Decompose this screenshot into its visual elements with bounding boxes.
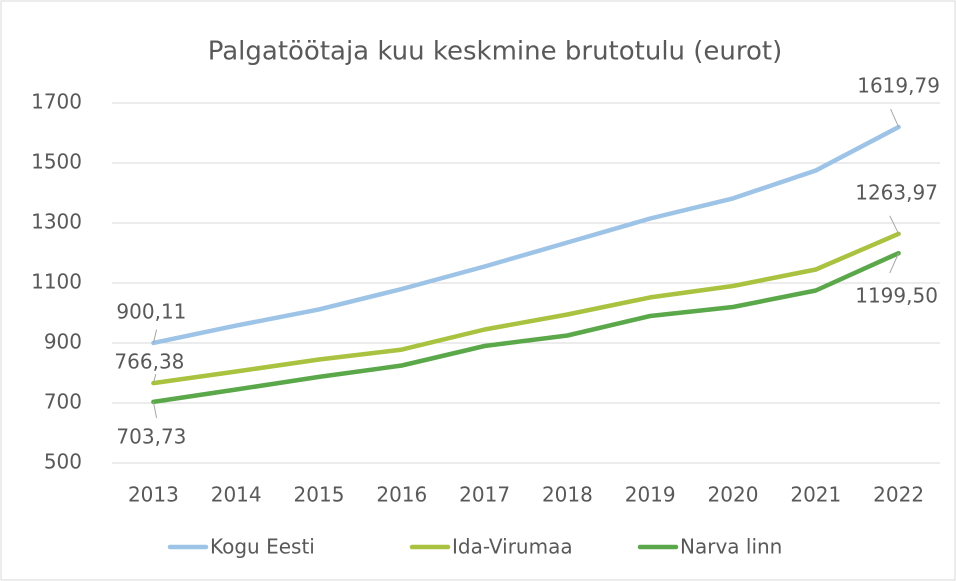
leader-line (152, 373, 157, 384)
y-tick-label: 500 (44, 450, 82, 474)
x-tick-label: 2019 (625, 483, 676, 507)
leader-line (152, 329, 158, 344)
data-label: 1263,97 (855, 180, 938, 204)
x-tick-label: 2021 (790, 483, 841, 507)
y-tick-label: 1300 (31, 210, 82, 234)
leader-line (152, 401, 158, 419)
legend-label: Kogu Eesti (210, 535, 315, 559)
x-tick-label: 2016 (376, 483, 427, 507)
x-tick-label: 2020 (708, 483, 759, 507)
y-tick-label: 900 (44, 330, 82, 354)
leader-line (889, 215, 900, 235)
line-series (151, 250, 901, 405)
data-label: 900,11 (116, 299, 186, 323)
x-tick-label: 2014 (211, 483, 262, 507)
y-tick-label: 700 (44, 390, 82, 414)
y-tick-label: 1500 (31, 150, 82, 174)
data-label: 766,38 (114, 350, 184, 374)
legend-label: Ida-Virumaa (452, 535, 573, 559)
line-series (151, 124, 901, 346)
x-tick-label: 2017 (459, 483, 510, 507)
line-series (151, 231, 901, 386)
y-tick-label: 1700 (31, 90, 82, 114)
data-label: 703,73 (116, 424, 186, 448)
x-tick-label: 2015 (294, 483, 345, 507)
data-label: 1199,50 (855, 284, 938, 308)
x-tick-label: 2013 (128, 483, 179, 507)
x-tick-label: 2018 (542, 483, 593, 507)
legend-label: Narva linn (680, 535, 782, 559)
leader-line (889, 252, 900, 274)
y-tick-label: 1100 (31, 270, 82, 294)
leader-line (890, 108, 900, 128)
data-label: 1619,79 (857, 74, 940, 98)
x-tick-label: 2022 (873, 483, 924, 507)
chart-title: Palgatöötaja kuu keskmine brutotulu (eur… (208, 37, 783, 67)
